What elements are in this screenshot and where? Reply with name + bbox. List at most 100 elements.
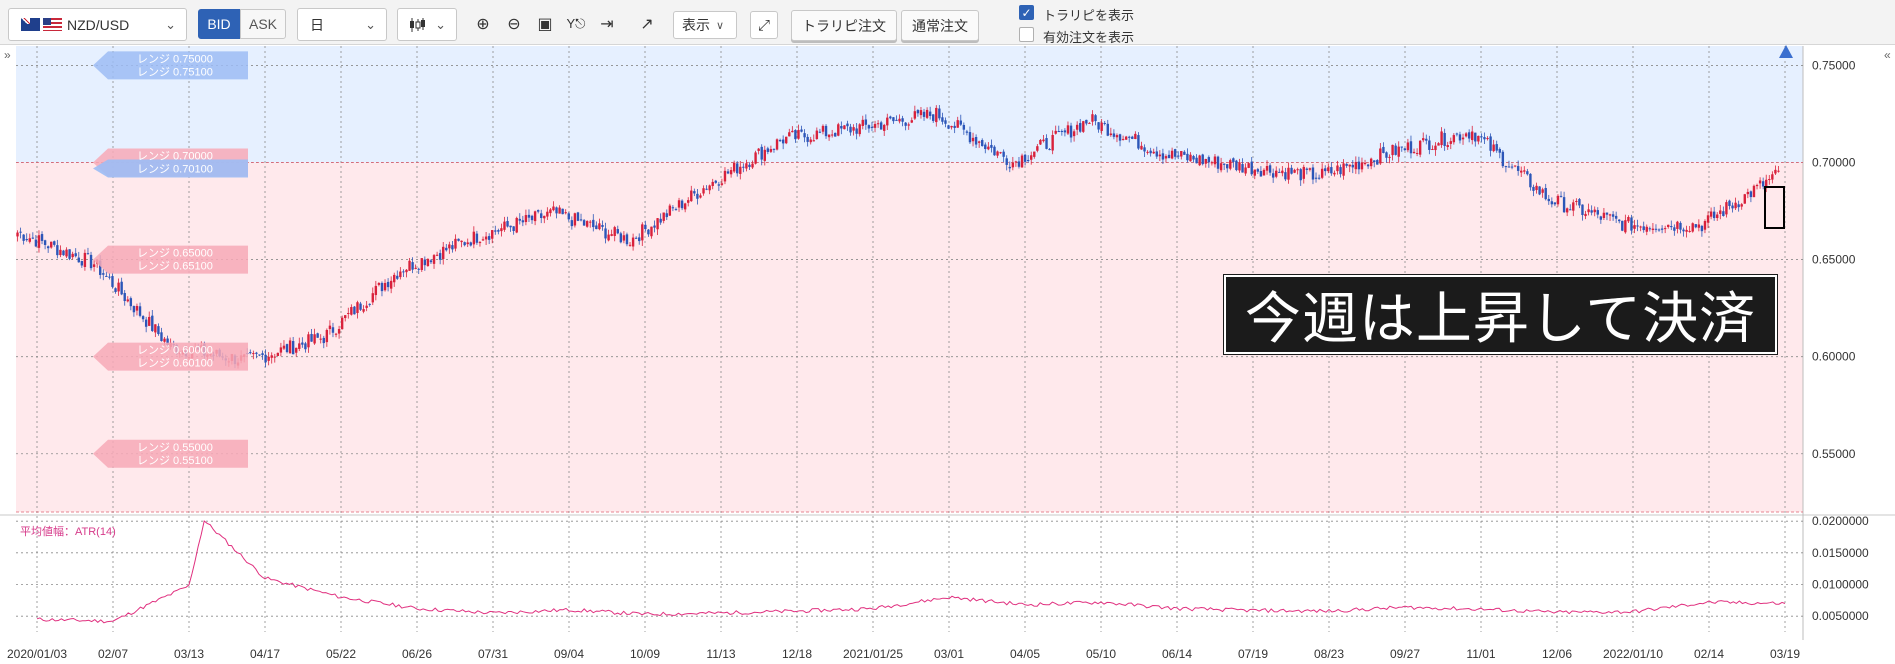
zoom-in-icon[interactable]: ⊕ [476,16,490,33]
candle-body [442,246,445,259]
candle-body [573,213,577,226]
scroll-to-latest-icon[interactable]: ⇥ [600,16,614,33]
candle-body [1183,151,1186,155]
fit-screen-icon[interactable]: ▣ [537,16,553,33]
candle-body [974,136,978,145]
candle-body [62,250,65,256]
candle-body [322,337,325,344]
candle-body [1621,220,1624,231]
candle-body [1645,226,1648,232]
candle-body [947,125,950,129]
candle-body [1446,145,1449,148]
candle-body [34,239,38,247]
candle-body [420,258,423,270]
trailing-order-button[interactable]: トラリピ注文 [791,10,897,41]
candle-body [1611,214,1615,217]
zoom-out-icon[interactable]: ⊖ [507,16,521,33]
candle-body [546,211,549,217]
candle-body [261,353,264,356]
chart-type-select[interactable]: ⌄ [397,8,457,41]
candle-body [922,111,926,117]
candle-body [1207,157,1211,163]
candle-body [1085,119,1088,124]
display-menu-label: 表示 [682,17,710,33]
show-traripi-checkbox[interactable]: ✓ [1019,5,1034,20]
candle-body [417,268,420,270]
candle-body [806,136,809,142]
candle-body [1048,149,1051,151]
scroll-up-arrow-icon[interactable] [1779,45,1793,58]
candle-body [601,225,604,227]
add-indicator-icon[interactable]: ↗ [640,16,654,33]
candle-body [711,181,714,187]
candle-body [1526,171,1529,175]
candle-body [1755,184,1759,187]
candle-body [576,212,580,221]
date-tick-label: 08/23 [1314,647,1344,661]
candle-body [852,127,855,131]
candle-body [512,226,515,231]
candle-body [438,253,442,260]
candle-body [1400,146,1403,148]
candle-body [1259,171,1263,177]
candle-body [521,220,525,223]
candle-body [414,267,417,269]
candle-body [1146,151,1149,153]
candle-body [1504,166,1508,168]
candle-body [1094,115,1097,122]
candle-body [1275,170,1278,177]
candle-body [426,258,430,266]
collapse-right-icon[interactable]: « [1884,48,1891,62]
candle-body [1418,140,1422,155]
display-menu-button[interactable]: 表示 ∨ [673,11,737,39]
candle-body [1608,214,1612,216]
fullscreen-icon[interactable]: ⤢ [750,11,778,39]
candle-body [1201,154,1204,165]
candle-body [1624,220,1627,233]
candle-body [1363,162,1367,165]
candle-body [371,293,374,303]
candle-body [1397,146,1400,157]
candle-body [1314,177,1318,179]
candle-body [1406,142,1410,151]
date-tick-label: 05/22 [326,647,356,661]
candle-body [873,123,877,128]
candle-body [1057,131,1060,133]
timeframe-select[interactable]: 日 ⌄ [297,8,387,41]
auto-scale-icon[interactable]: Y⎋ [566,16,586,31]
candle-body [92,264,96,267]
candle-body [111,276,114,287]
candle-body [1357,161,1361,170]
currency-pair-select[interactable]: NZD/USD ⌄ [8,8,187,41]
normal-order-button[interactable]: 通常注文 [901,10,979,41]
candle-body [144,319,148,327]
candle-body [656,218,659,230]
candle-body [1281,170,1284,174]
collapse-left-icon[interactable]: » [4,48,11,62]
candle-body [628,244,632,246]
atr-tick-label: 0.0150000 [1812,546,1869,560]
bid-toggle-button[interactable]: BID [198,9,240,39]
date-tick-label: 10/09 [630,647,660,661]
range-tag-label: レンジ 0.60100 [137,358,213,370]
candle-body [1467,132,1471,139]
candle-body [674,209,678,211]
candle-body [1131,136,1134,139]
candle-body [1697,224,1701,228]
candle-body [699,195,702,198]
candle-body [1501,151,1505,167]
candle-body [481,239,485,241]
candle-body [785,136,788,144]
atr-panel-title: 平均値幅：ATR(14) [20,525,116,538]
candle-body [1213,156,1217,165]
candle-body [28,238,31,242]
ask-toggle-button[interactable]: ASK [240,9,286,39]
candle-body [1547,198,1550,202]
candle-body [1232,158,1235,162]
candle-body [509,225,512,228]
candle-body [1320,168,1324,178]
candle-body [83,252,87,267]
show-active-orders-checkbox[interactable] [1019,27,1034,42]
candle-body [304,343,307,350]
candle-body [956,120,959,128]
